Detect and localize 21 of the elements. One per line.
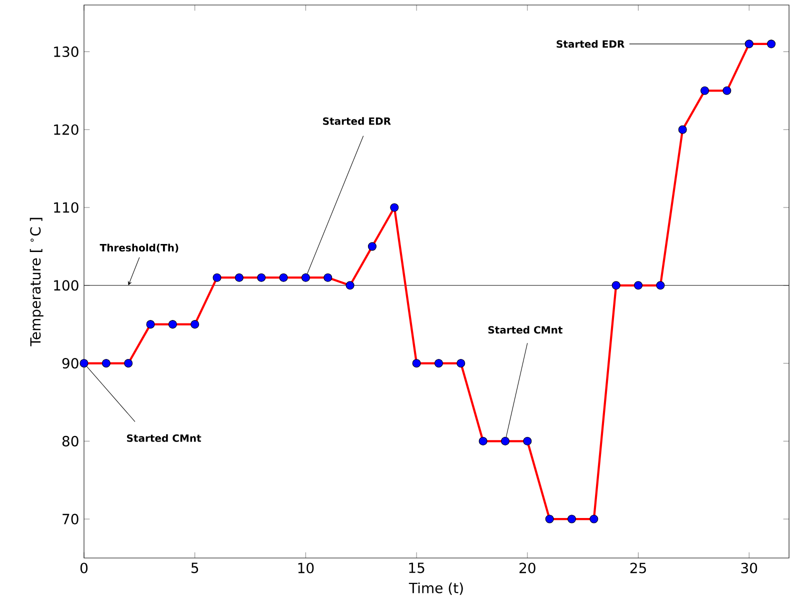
y-axis-title: Temperature [ $^{∘}$C ] — [30, 218, 44, 346]
x-tick-label: 0 — [80, 562, 88, 574]
y-tick-label: 100 — [54, 280, 78, 291]
y-tick-label: 70 — [62, 514, 78, 524]
x-axis-title: Time (t) — [408, 582, 463, 595]
annotation: Started EDR — [323, 117, 391, 125]
x-tick-label: 30 — [741, 562, 758, 574]
x-tick-label: 15 — [409, 562, 424, 574]
y-tick-label: 90 — [62, 358, 78, 369]
y-tick-label: 130 — [54, 46, 78, 58]
y-tick-label: 80 — [62, 436, 78, 446]
x-tick-label: 25 — [630, 562, 646, 574]
x-tick-label: 10 — [298, 562, 314, 574]
x-tick-label: 20 — [520, 562, 536, 574]
ref-line-label: Threshold(Th) — [100, 244, 178, 253]
y-tick-label: 110 — [54, 202, 78, 213]
annotation: Started EDR — [556, 40, 624, 48]
x-tick-label: 5 — [191, 562, 198, 574]
y-tick-label: 120 — [54, 124, 78, 135]
annotation: Started CMnt — [488, 326, 562, 334]
annotation: Started CMnt — [127, 434, 202, 442]
